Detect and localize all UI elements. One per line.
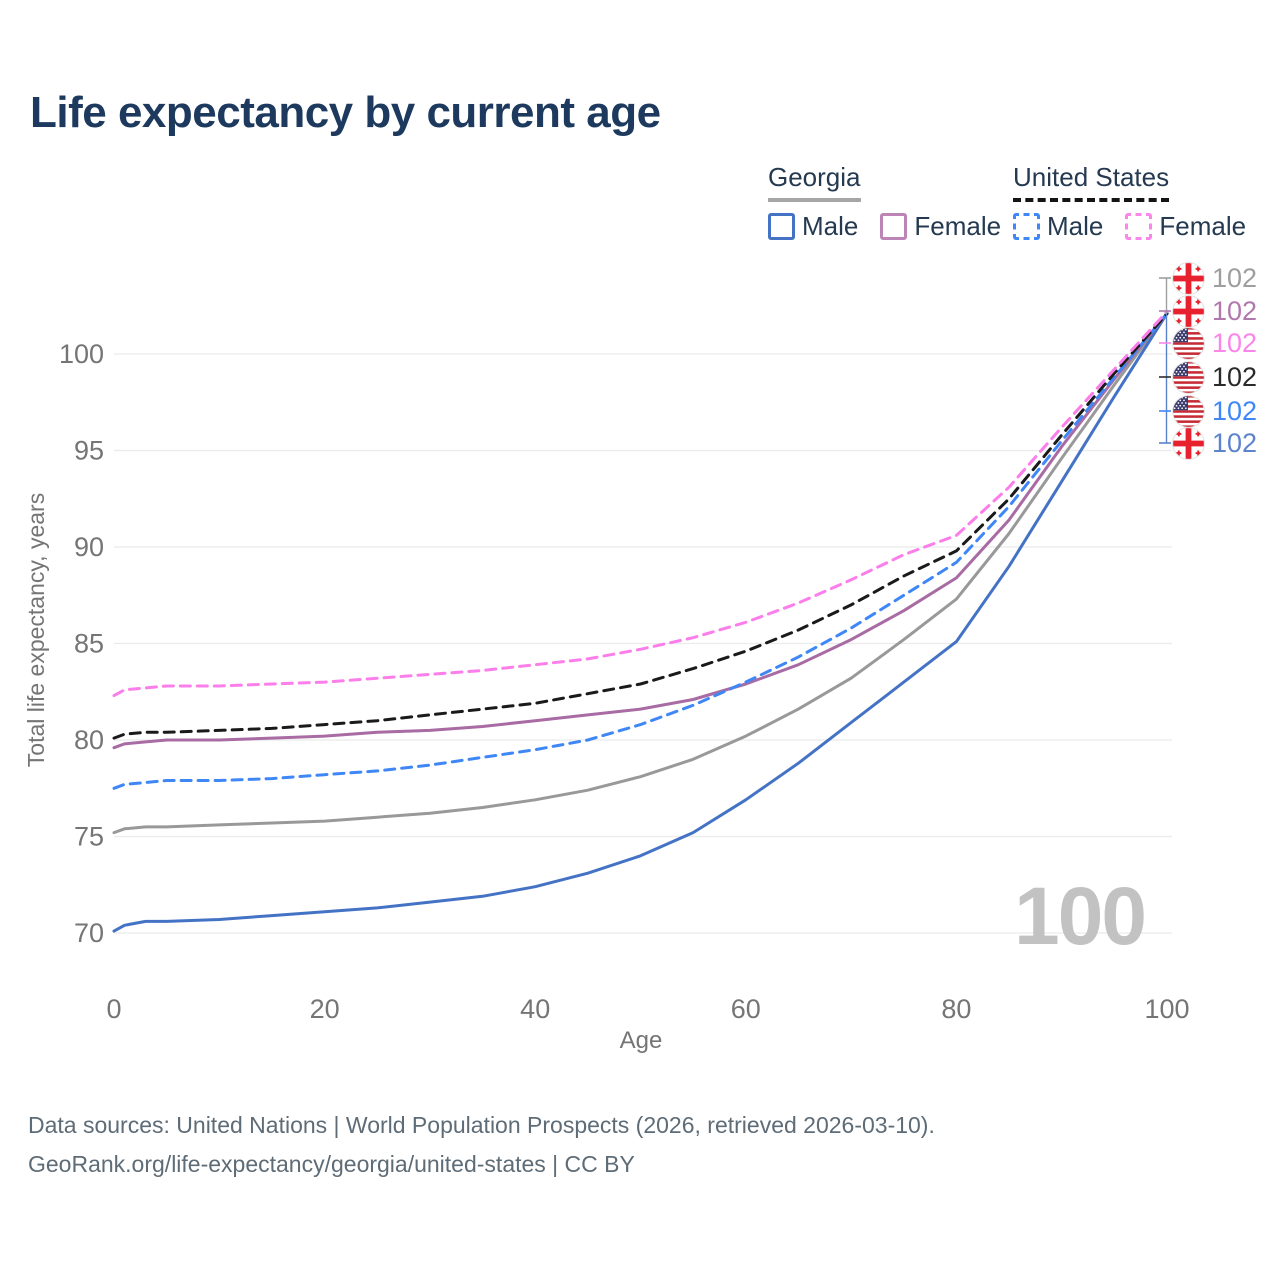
y-tick-label: 75 xyxy=(74,822,104,852)
legend-item-us-female[interactable]: Female xyxy=(1125,211,1246,242)
legend-label-us-male: Male xyxy=(1047,211,1104,241)
age-frame-watermark: 100 xyxy=(1014,871,1145,962)
end-value-label: 102 xyxy=(1212,295,1258,326)
series-line-georgia_male xyxy=(112,312,1169,933)
x-tick-label: 80 xyxy=(941,994,971,1024)
georgia-flag-icon xyxy=(1172,262,1205,295)
y-tick-label: 85 xyxy=(74,629,104,659)
us-male-swatch xyxy=(1013,213,1040,240)
y-tick-label: 90 xyxy=(74,532,104,562)
legend-item-us-male[interactable]: Male xyxy=(1013,211,1103,242)
legend-country-united-states: United States xyxy=(1013,162,1170,202)
end-label-row-georgia_female: 102 xyxy=(1172,294,1257,328)
georank-url-line: GeoRank.org/life-expectancy/georgia/unit… xyxy=(28,1151,635,1177)
y-axis-tick-labels: 70 75 80 85 90 95 100 xyxy=(59,339,104,948)
legend-label-us-female: Female xyxy=(1159,211,1247,241)
x-axis-tick-labels: 0 20 40 60 80 100 xyxy=(106,994,1189,1024)
us-flag-icon xyxy=(1172,361,1205,394)
series-line-georgia_female xyxy=(112,312,1169,750)
us-flag-icon xyxy=(1172,395,1205,428)
x-tick-label: 40 xyxy=(520,994,550,1024)
end-value-label: 102 xyxy=(1212,427,1258,458)
end-label-row-georgia_male: 102 xyxy=(1172,426,1257,460)
gridlines xyxy=(114,353,1172,934)
series-line-us_female xyxy=(112,310,1169,698)
series-line-us_male xyxy=(112,312,1169,790)
leader-lines xyxy=(1159,277,1171,444)
end-value-label: 102 xyxy=(1212,327,1258,358)
end-value-label: 102 xyxy=(1212,395,1258,426)
end-label-row-us_female: 102 xyxy=(1172,326,1257,360)
series-line-us_total xyxy=(112,312,1169,740)
legend-item-georgia-female[interactable]: Female xyxy=(880,211,1001,242)
x-tick-label: 20 xyxy=(310,994,340,1024)
page-title: Life expectancy by current age xyxy=(30,88,661,137)
end-value-label: 102 xyxy=(1212,361,1258,392)
end-value-label: 102 xyxy=(1212,262,1258,293)
y-axis-title: Total life expectancy, years xyxy=(23,493,49,767)
source-attribution: Data sources: United Nations | World Pop… xyxy=(28,1106,935,1184)
y-tick-label: 80 xyxy=(74,725,104,755)
legend-group-united-states: United States Male Female xyxy=(1013,162,1246,242)
end-label-row-us_total: 102 xyxy=(1172,360,1257,394)
series-lines xyxy=(112,310,1169,933)
x-tick-label: 60 xyxy=(731,994,761,1024)
x-tick-label: 0 xyxy=(106,994,121,1024)
end-label-row-georgia_total: 102 xyxy=(1172,261,1257,295)
x-axis-title: Age xyxy=(620,1027,663,1054)
series-line-georgia_total xyxy=(112,312,1169,835)
us-female-swatch xyxy=(1125,213,1153,240)
legend-country-georgia: Georgia xyxy=(768,162,861,202)
legend-label-georgia-male: Male xyxy=(802,211,859,241)
georgia-male-swatch xyxy=(768,213,795,240)
georgia-flag-icon xyxy=(1172,427,1205,460)
legend-label-georgia-female: Female xyxy=(914,211,1002,241)
y-tick-label: 95 xyxy=(74,436,104,466)
legend-group-georgia: Georgia Male Female xyxy=(768,162,1001,242)
us-flag-icon xyxy=(1172,327,1205,360)
legend-item-georgia-male[interactable]: Male xyxy=(768,211,858,242)
y-tick-label: 70 xyxy=(74,918,104,948)
y-tick-label: 100 xyxy=(59,339,104,369)
data-sources-line: Data sources: United Nations | World Pop… xyxy=(28,1112,935,1138)
georgia-female-swatch xyxy=(880,213,908,240)
end-label-row-us_male: 102 xyxy=(1172,394,1257,428)
georgia-flag-icon xyxy=(1172,295,1205,328)
x-tick-label: 100 xyxy=(1144,994,1189,1024)
